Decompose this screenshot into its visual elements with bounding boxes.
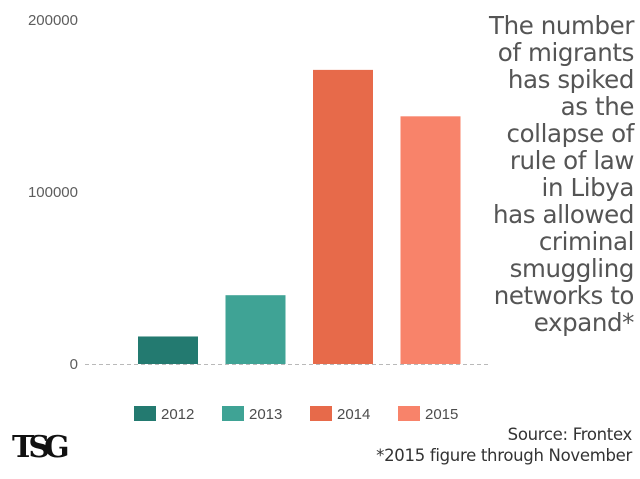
bar-2015 <box>400 116 461 364</box>
annotation-text: The number of migrants has spiked as the… <box>384 12 634 336</box>
annotation-line: criminal <box>538 227 635 256</box>
legend-label-2015: 2015 <box>425 406 458 423</box>
publisher-logo: TSG <box>12 430 70 465</box>
legend-label-2014: 2014 <box>337 406 370 423</box>
legend-swatch-2015 <box>398 406 420 421</box>
annotation-line: collapse of <box>506 119 635 148</box>
y-tick-label: 200000 <box>28 12 78 29</box>
y-tick-label: 100000 <box>28 184 78 201</box>
legend: 2012 2013 2014 2015 <box>134 406 458 423</box>
legend-label-2013: 2013 <box>249 406 282 423</box>
legend-swatch-2013 <box>222 406 244 421</box>
y-tick-label: 0 <box>70 356 78 373</box>
bar-2013 <box>225 295 286 364</box>
legend-swatch-2014 <box>310 406 332 421</box>
annotation-line: rule of law <box>509 146 635 175</box>
annotation-line: networks to <box>493 281 635 310</box>
bar-2012 <box>138 336 198 364</box>
legend-swatch-2012 <box>134 406 156 421</box>
annotation-line: The number <box>489 11 634 40</box>
annotation-line: as the <box>560 92 635 121</box>
bars <box>138 69 461 364</box>
y-axis: 0 100000 200000 <box>28 12 78 373</box>
annotation-line: smuggling <box>509 254 635 283</box>
annotation-line: expand* <box>533 308 635 337</box>
source-note: Source: Frontex *2015 figure through Nov… <box>376 424 632 466</box>
annotation-line: in Libya <box>541 173 635 202</box>
bar-2014 <box>313 69 373 364</box>
annotation-line: has spiked <box>507 65 635 94</box>
legend-label-2012: 2012 <box>161 406 194 423</box>
source-label: Source: Frontex <box>507 425 633 444</box>
footnote: *2015 figure through November <box>376 446 632 465</box>
annotation-line: of migrants <box>497 38 635 67</box>
annotation-line: has allowed <box>493 200 634 229</box>
